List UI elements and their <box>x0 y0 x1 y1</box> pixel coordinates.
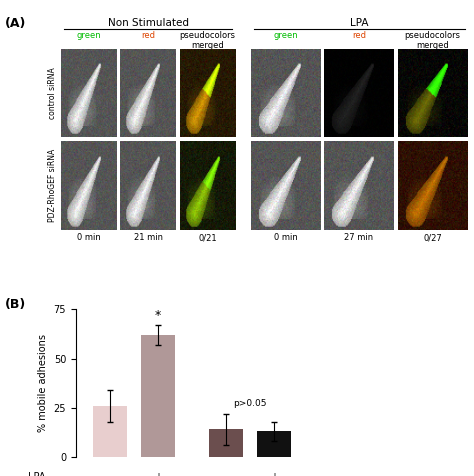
Text: -: - <box>224 472 228 476</box>
Text: 0 min: 0 min <box>273 233 298 242</box>
Text: green: green <box>77 31 101 40</box>
Text: (A): (A) <box>5 17 26 30</box>
Text: Non Stimulated: Non Stimulated <box>108 18 189 28</box>
Text: +: + <box>270 472 278 476</box>
Bar <box>141 335 175 457</box>
Text: red: red <box>141 31 155 40</box>
Text: control siRNA: control siRNA <box>48 67 57 119</box>
Text: 0/27: 0/27 <box>423 233 442 242</box>
Bar <box>257 431 291 457</box>
Text: *: * <box>155 309 161 322</box>
Text: 0 min: 0 min <box>77 233 101 242</box>
Text: +: + <box>154 472 162 476</box>
Text: 21 min: 21 min <box>134 233 163 242</box>
Text: p>0.05: p>0.05 <box>233 399 267 408</box>
Text: green: green <box>273 31 298 40</box>
Bar <box>209 429 243 457</box>
Text: LPA: LPA <box>28 472 46 476</box>
Text: 27 min: 27 min <box>345 233 374 242</box>
Text: PDZ-RhoGEF siRNA: PDZ-RhoGEF siRNA <box>48 149 57 222</box>
Text: 0/21: 0/21 <box>198 233 217 242</box>
Text: (B): (B) <box>5 298 26 311</box>
Text: pseudocolors
merged: pseudocolors merged <box>404 31 461 50</box>
Bar <box>93 406 127 457</box>
Text: pseudocolors
merged: pseudocolors merged <box>179 31 236 50</box>
Text: LPA: LPA <box>350 18 368 28</box>
Text: -: - <box>108 472 111 476</box>
Y-axis label: % mobile adhesions: % mobile adhesions <box>38 334 48 432</box>
Text: red: red <box>352 31 366 40</box>
